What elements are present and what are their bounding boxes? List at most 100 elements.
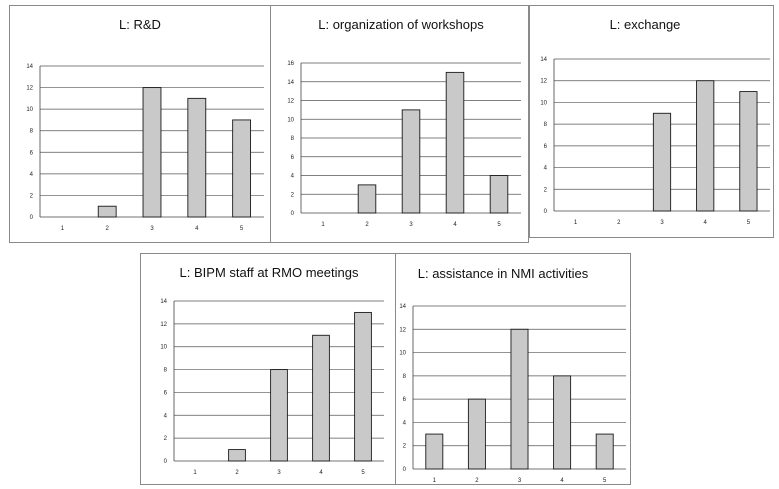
chart-svg-workshops: L: organization of workshops024681012141… [287, 17, 521, 228]
y-tick-label: 12 [287, 99, 294, 105]
y-tick-label: 4 [544, 166, 548, 172]
y-tick-label: 14 [540, 57, 547, 63]
bar [489, 175, 509, 214]
y-tick-label: 14 [26, 64, 33, 70]
y-tick-label: 6 [164, 390, 168, 396]
y-tick-label: 8 [544, 122, 548, 128]
y-tick-label: 2 [544, 187, 548, 193]
y-tick-label: 6 [291, 155, 295, 161]
x-tick-label: 3 [277, 470, 281, 476]
bar [553, 375, 572, 470]
y-tick-label: 0 [403, 467, 407, 473]
x-tick-label: 5 [497, 222, 501, 228]
bar [445, 71, 465, 214]
x-tick-label: 5 [240, 226, 244, 232]
bar [595, 433, 614, 470]
y-tick-label: 6 [30, 150, 34, 156]
y-tick-label: 2 [30, 193, 34, 199]
y-tick-label: 14 [160, 299, 167, 305]
chart-svg-nmi-assistance: L: assistance in NMI activities024681012… [399, 266, 626, 484]
bar [739, 91, 758, 212]
x-tick-label: 2 [365, 222, 369, 228]
chart-panel-rd: L: R&D 0 2 4 6 8 10 12 14 1 2 3 4 5 [9, 5, 271, 243]
bar [425, 433, 444, 470]
y-tick-label: 8 [164, 368, 168, 374]
bar [467, 398, 486, 470]
y-tick-label: 12 [399, 327, 406, 333]
chart-panel-workshops: L: organization of workshops 0 2 4 6 8 10 12 14 1… [270, 5, 529, 243]
y-tick-label: 10 [160, 345, 167, 351]
y-tick-label: 10 [399, 351, 406, 357]
bar [312, 334, 330, 462]
chart-title: L: BIPM staff at RMO meetings [180, 265, 359, 280]
chart-panel-bipm-staff: L: BIPM staff at RMO meetings 0 2 4 6 8 10 12 14… [140, 253, 396, 485]
bar [232, 119, 252, 218]
x-tick-label: 5 [747, 220, 751, 226]
x-tick-label: 2 [235, 470, 239, 476]
y-tick-label: 4 [291, 174, 295, 180]
y-tick-label: 14 [399, 304, 406, 310]
bar [401, 109, 421, 214]
y-tick-label: 4 [164, 413, 168, 419]
y-tick-label: 8 [30, 129, 34, 135]
x-tick-label: 2 [617, 220, 621, 226]
x-tick-label: 4 [704, 220, 708, 226]
y-tick-label: 16 [287, 61, 294, 67]
y-tick-label: 10 [540, 100, 547, 106]
y-tick-label: 12 [540, 79, 547, 85]
x-tick-label: 1 [193, 470, 197, 476]
y-tick-label: 10 [287, 117, 294, 123]
y-tick-label: 0 [164, 459, 168, 465]
bar [357, 184, 377, 214]
x-tick-label: 2 [475, 478, 479, 484]
x-tick-label: 3 [660, 220, 664, 226]
x-tick-label: 2 [106, 226, 110, 232]
y-tick-label: 8 [291, 136, 295, 142]
y-tick-label: 12 [26, 86, 33, 92]
x-tick-label: 4 [319, 470, 323, 476]
y-tick-label: 8 [403, 374, 407, 380]
y-tick-label: 0 [544, 209, 548, 215]
chart-panel-nmi-assistance: L: assistance in NMI activities 0 2 4 6 8 10 12… [395, 253, 631, 485]
y-tick-label: 0 [291, 211, 295, 217]
chart-title: L: exchange [610, 17, 681, 32]
chart-svg-bipm-staff: L: BIPM staff at RMO meetings02468101214… [160, 265, 384, 476]
bar [97, 205, 117, 218]
chart-panel-exchange: L: exchange 0 2 4 6 8 10 12 14 1 2 3 4 5 [529, 5, 774, 238]
y-tick-label: 4 [403, 420, 407, 426]
y-tick-label: 2 [164, 436, 168, 442]
y-tick-label: 6 [403, 397, 407, 403]
bar [142, 87, 162, 218]
y-tick-label: 6 [544, 144, 548, 150]
x-tick-label: 1 [61, 226, 65, 232]
chart-title: L: assistance in NMI activities [418, 266, 589, 281]
x-tick-label: 4 [195, 226, 199, 232]
bar [652, 112, 672, 212]
y-tick-label: 2 [291, 192, 295, 198]
bar [510, 328, 529, 470]
chart-title: L: R&D [119, 17, 161, 32]
bar [354, 311, 372, 462]
y-tick-label: 10 [26, 107, 33, 113]
x-tick-label: 3 [150, 226, 154, 232]
x-tick-label: 5 [603, 478, 607, 484]
y-tick-label: 0 [30, 215, 34, 221]
bar [228, 449, 246, 462]
x-tick-label: 1 [321, 222, 325, 228]
y-tick-label: 4 [30, 172, 34, 178]
bar [696, 80, 715, 212]
x-tick-label: 3 [518, 478, 522, 484]
y-tick-label: 12 [160, 322, 167, 328]
x-tick-label: 3 [409, 222, 413, 228]
x-tick-label: 1 [433, 478, 437, 484]
x-tick-label: 4 [453, 222, 457, 228]
chart-title: L: organization of workshops [318, 17, 484, 32]
bar [187, 97, 207, 218]
y-tick-label: 14 [287, 80, 294, 86]
x-tick-label: 5 [361, 470, 365, 476]
x-tick-label: 1 [574, 220, 578, 226]
y-tick-label: 2 [403, 444, 407, 450]
x-tick-label: 4 [560, 478, 564, 484]
